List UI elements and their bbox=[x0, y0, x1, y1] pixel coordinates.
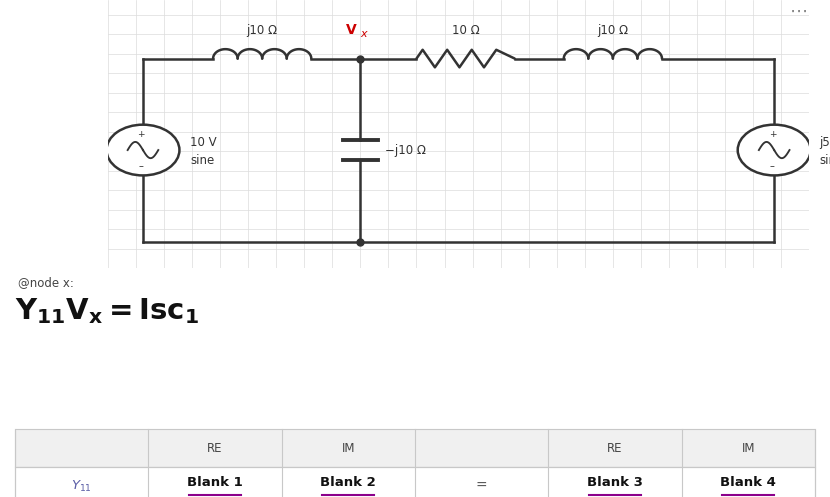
Text: j10 Ω: j10 Ω bbox=[247, 23, 278, 37]
Circle shape bbox=[106, 125, 179, 175]
Text: IM: IM bbox=[741, 441, 755, 454]
Bar bbox=[15, 467, 815, 497]
Text: +: + bbox=[769, 130, 776, 139]
Text: Blank 1: Blank 1 bbox=[187, 476, 243, 489]
Text: IM: IM bbox=[342, 441, 355, 454]
Text: j10 Ω: j10 Ω bbox=[598, 23, 628, 37]
Bar bbox=[15, 429, 815, 467]
Text: 10 V: 10 V bbox=[190, 136, 217, 149]
Text: $Y_{11}$: $Y_{11}$ bbox=[71, 479, 92, 494]
Text: V: V bbox=[346, 22, 357, 37]
Text: Blank 4: Blank 4 bbox=[720, 476, 776, 489]
Text: −j10 Ω: −j10 Ω bbox=[385, 144, 426, 157]
Text: Blank 3: Blank 3 bbox=[587, 476, 643, 489]
Text: $\mathbf{Y_{11}V_x = Isc_1}$: $\mathbf{Y_{11}V_x = Isc_1}$ bbox=[15, 296, 199, 326]
Text: 10 Ω: 10 Ω bbox=[452, 23, 480, 37]
Text: –: – bbox=[139, 161, 144, 171]
Text: sine: sine bbox=[819, 154, 830, 167]
Text: –: – bbox=[770, 161, 774, 171]
Text: x: x bbox=[360, 29, 367, 39]
Text: Blank 2: Blank 2 bbox=[320, 476, 376, 489]
Text: sine: sine bbox=[190, 154, 214, 167]
Text: +: + bbox=[138, 130, 145, 139]
Text: =: = bbox=[476, 479, 487, 493]
Text: RE: RE bbox=[608, 441, 622, 454]
Text: j5 V: j5 V bbox=[819, 136, 830, 149]
Text: RE: RE bbox=[208, 441, 222, 454]
Text: ⋯: ⋯ bbox=[789, 3, 808, 21]
Text: @node x:: @node x: bbox=[18, 276, 74, 289]
Circle shape bbox=[738, 125, 811, 175]
